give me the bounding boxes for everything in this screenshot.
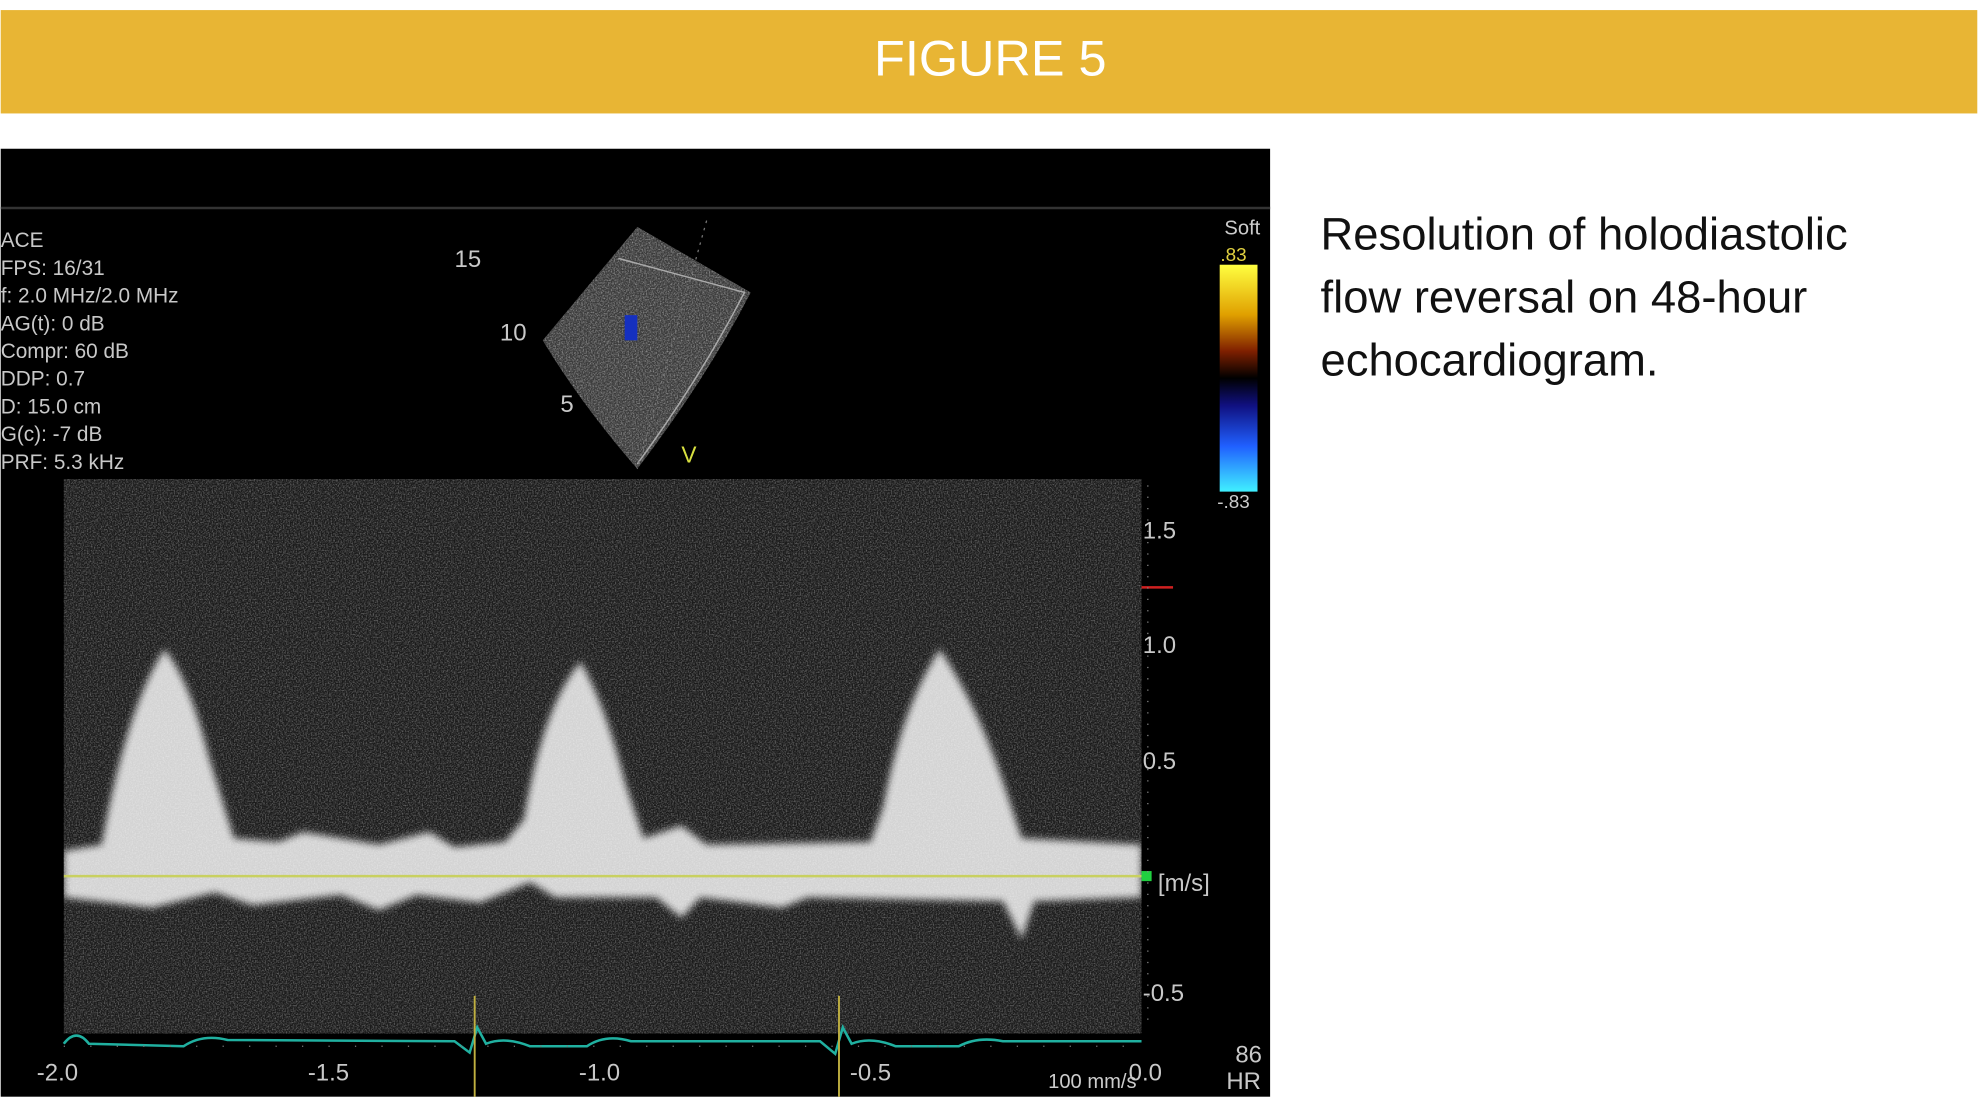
time-label: -0.5 (850, 1059, 891, 1086)
slide: FIGURE 5 ACE FPS: 16/31 f: 2.0 MHz/2.0 M… (0, 0, 1978, 1103)
velocity-label: -0.5 (1143, 980, 1184, 1007)
velocity-label: 1.5 (1143, 517, 1176, 544)
heart-rate-label: HR (1226, 1068, 1261, 1095)
caption: Resolution of holodiastolic flow reversa… (1321, 209, 1848, 386)
setting: PRF: 5.3 kHz (1, 451, 125, 474)
setting: FPS: 16/31 (1, 257, 105, 280)
velocity-label: 1.0 (1143, 632, 1176, 659)
time-label: -1.0 (579, 1059, 620, 1086)
figure-title: FIGURE 5 (874, 30, 1106, 87)
setting: G(c): -7 dB (1, 423, 103, 446)
caption-line: Resolution of holodiastolic (1321, 209, 1848, 260)
spectral-speckle (64, 479, 1142, 1034)
time-label: -2.0 (37, 1059, 78, 1086)
sweep-speed: 100 mm/s (1048, 1071, 1137, 1093)
velocity-label: 0.5 (1143, 748, 1176, 775)
setting: f: 2.0 MHz/2.0 MHz (1, 285, 179, 308)
setting: DDP: 0.7 (1, 368, 85, 391)
heart-rate: 86 (1235, 1042, 1262, 1069)
color-bar-min: -.83 (1217, 492, 1250, 513)
color-bar-max: .83 (1220, 245, 1246, 266)
color-scale (1220, 265, 1258, 492)
depth-label: 5 (560, 391, 573, 418)
setting: AG(t): 0 dB (1, 312, 105, 335)
baseline-marker (1142, 871, 1152, 881)
caption-line: flow reversal on 48-hour (1321, 272, 1808, 323)
color-flow (625, 315, 638, 340)
caption-line: echocardiogram. (1321, 335, 1659, 386)
setting: ACE (1, 229, 44, 252)
time-label: -1.5 (308, 1059, 349, 1086)
spectral-doppler (64, 479, 1142, 1034)
depth-label: 10 (500, 319, 527, 346)
view-label: V (681, 442, 697, 468)
color-bar-title: Soft (1224, 217, 1260, 239)
page: {"header": {"title": "FIGURE 5"}, "capti… (0, 0, 1978, 1103)
setting: Compr: 60 dB (1, 340, 129, 363)
setting: D: 15.0 cm (1, 395, 101, 418)
velocity-label: [m/s] (1158, 870, 1210, 897)
depth-label: 15 (455, 246, 482, 273)
